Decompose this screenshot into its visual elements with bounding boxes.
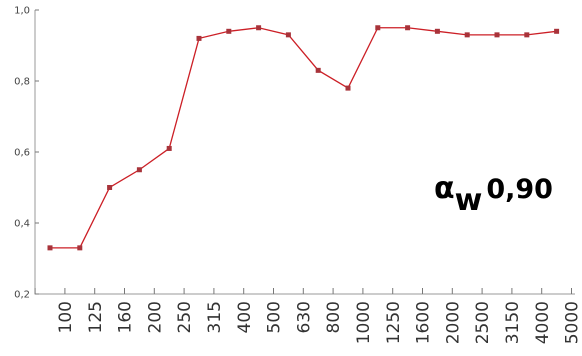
x-tick-label: 4000 xyxy=(533,301,553,344)
y-tick-label: 0,6 xyxy=(14,148,30,159)
x-tick-label: 100 xyxy=(56,301,76,333)
y-tick-label: 1,0 xyxy=(14,6,30,17)
data-point xyxy=(375,25,381,31)
data-point xyxy=(47,245,53,251)
data-point xyxy=(345,85,351,91)
x-tick-label: 1600 xyxy=(414,301,434,344)
data-point xyxy=(77,245,83,251)
data-point xyxy=(554,28,560,34)
x-tick-label: 500 xyxy=(265,301,285,333)
x-tick-label: 315 xyxy=(205,301,225,333)
y-tick-label: 0,2 xyxy=(14,290,30,301)
x-tick-label: 160 xyxy=(116,301,136,333)
alpha-w-annotation: αw 0,90 xyxy=(434,171,553,218)
x-axis-ticks: 100 125 160 200 250 315 400 500 630 800 1000 1250 16… xyxy=(34,288,582,344)
data-point xyxy=(315,67,321,73)
x-tick-label: 5000 xyxy=(563,301,582,344)
y-tick-label: 0,4 xyxy=(14,219,30,230)
data-point xyxy=(107,185,113,190)
series-group xyxy=(47,25,560,251)
series-line xyxy=(50,27,557,249)
data-point xyxy=(524,32,530,38)
x-tick-label: 400 xyxy=(235,301,255,333)
axes xyxy=(34,10,575,295)
annotation-subscript: w xyxy=(455,183,483,218)
x-tick-label: 630 xyxy=(294,301,314,333)
y-tick-label: 0,8 xyxy=(14,77,30,88)
axis-frame xyxy=(34,10,575,295)
data-point xyxy=(136,167,142,173)
x-tick-label: 2500 xyxy=(473,301,493,344)
x-tick-label: 200 xyxy=(145,301,165,333)
x-tick-label: 1000 xyxy=(354,301,374,344)
data-point xyxy=(464,32,470,38)
data-point xyxy=(494,32,500,38)
y-axis-ticks: 0,2 0,4 0,6 0,8 1,0 xyxy=(14,6,39,301)
data-point xyxy=(285,32,291,38)
data-point xyxy=(196,35,202,41)
data-point xyxy=(226,28,232,34)
x-tick-label: 2000 xyxy=(443,301,463,344)
data-point xyxy=(405,25,411,31)
data-point xyxy=(434,28,440,34)
x-tick-label: 250 xyxy=(175,301,195,333)
annotation-symbol: α xyxy=(434,171,455,206)
x-tick-label: 125 xyxy=(86,301,106,333)
data-point xyxy=(166,145,172,151)
x-tick-label: 3150 xyxy=(503,301,523,344)
x-tick-label: 800 xyxy=(324,301,344,333)
annotation-value: 0,90 xyxy=(486,174,553,205)
data-point xyxy=(256,25,262,31)
x-tick-label: 1250 xyxy=(384,301,404,344)
